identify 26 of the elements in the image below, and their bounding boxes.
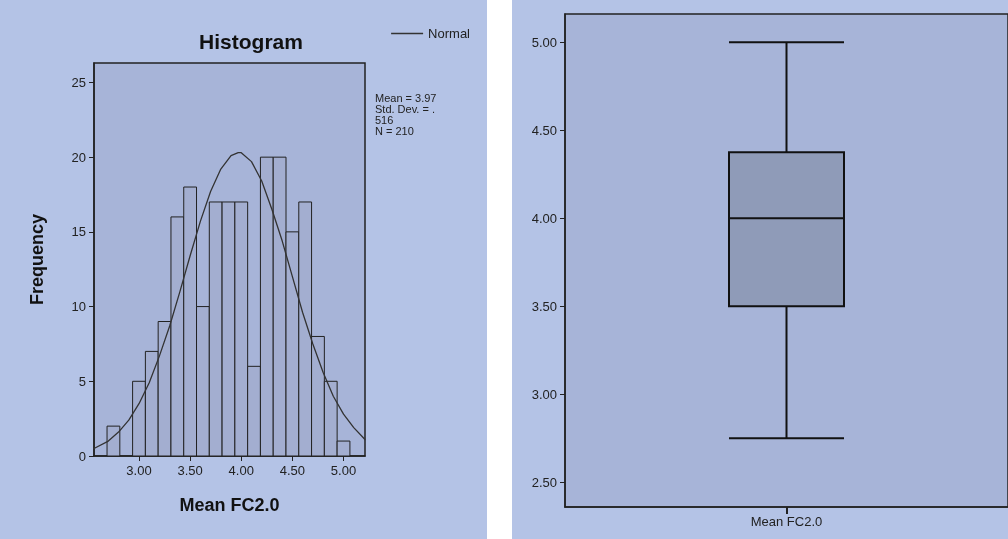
- line-series: [93, 152, 366, 450]
- chart-title: Histogram: [199, 30, 303, 53]
- y-tick-label: 5: [78, 373, 86, 389]
- y-tick-label: 3.00: [531, 386, 557, 402]
- y-tick-label: 3.50: [531, 298, 557, 314]
- y-tick-label: 15: [71, 224, 86, 240]
- x-tick-label: 3.50: [177, 463, 203, 478]
- text: 516: [375, 113, 394, 126]
- text: N = 210: [375, 124, 414, 137]
- y-tick-label: 5.00: [531, 34, 557, 50]
- y-tick-label: 25: [71, 74, 86, 90]
- y-axis-title: Frequency: [27, 213, 47, 306]
- y-tick-label: 4.00: [531, 210, 557, 226]
- legend-label: Normal: [428, 26, 471, 41]
- y-tick-label: 0: [78, 448, 86, 464]
- y-tick-label: 10: [71, 299, 86, 315]
- y-tick-label: 20: [71, 149, 86, 165]
- x-tick-label: 3.00: [126, 463, 152, 478]
- x-axis-title: Mean FC2.0: [179, 495, 280, 515]
- y-tick-label: 2.50: [531, 474, 557, 490]
- y-tick-label: 4.50: [531, 122, 557, 138]
- x-tick-label: 4.50: [279, 463, 306, 478]
- text: Std. Dev. = .: [375, 102, 436, 115]
- x-tick-label: 4.00: [228, 463, 254, 478]
- x-tick-label: 5.00: [330, 463, 357, 478]
- text: Mean = 3.97: [375, 91, 437, 104]
